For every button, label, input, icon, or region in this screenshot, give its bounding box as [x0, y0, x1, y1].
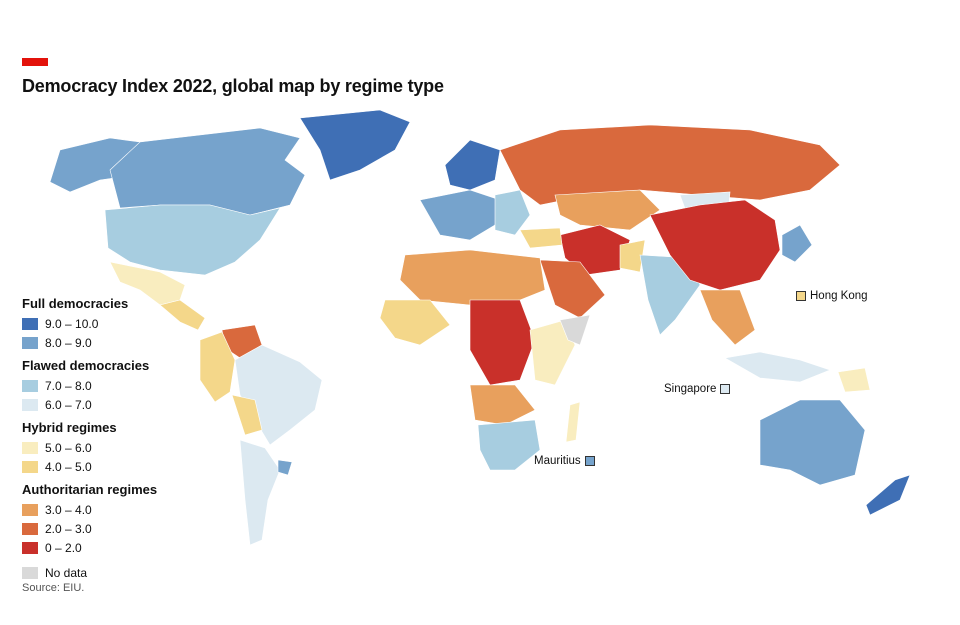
callout-hong-kong: Hong Kong — [792, 290, 868, 302]
region-greenland — [299, 109, 411, 181]
legend-swatch — [22, 541, 38, 554]
singapore-label: Singapore — [664, 383, 717, 395]
legend-swatch — [22, 398, 38, 411]
region-uruguay — [277, 459, 293, 476]
legend-group-authoritarian: Authoritarian regimes 3.0 – 4.0 2.0 – 3.… — [22, 482, 157, 557]
region-arabia — [539, 259, 606, 319]
legend-item: 0 – 2.0 — [22, 538, 157, 557]
legend-heading: Hybrid regimes — [22, 420, 117, 435]
legend-swatch — [22, 336, 38, 349]
region-east-africa — [529, 319, 576, 386]
brand-tag — [22, 58, 48, 66]
source-note: Source: EIU. — [22, 582, 85, 594]
region-southeast-asia — [699, 289, 756, 346]
region-papua — [837, 367, 871, 393]
mauritius-label: Mauritius — [534, 455, 581, 467]
region-colombia-peru — [199, 331, 236, 403]
legend: Full democracies 9.0 – 10.0 8.0 – 9.0 Fl… — [22, 296, 157, 582]
legend-item: 6.0 – 7.0 — [22, 395, 157, 414]
legend-label: 5.0 – 6.0 — [45, 440, 92, 455]
legend-label: 6.0 – 7.0 — [45, 397, 92, 412]
region-canada — [109, 127, 306, 216]
region-madagascar — [565, 401, 581, 443]
region-nordics — [444, 139, 501, 191]
legend-item: 4.0 – 5.0 — [22, 457, 157, 476]
legend-label: 7.0 – 8.0 — [45, 378, 92, 393]
legend-label: 3.0 – 4.0 — [45, 502, 92, 517]
legend-swatch — [22, 503, 38, 516]
legend-swatch — [22, 441, 38, 454]
callout-mauritius: Mauritius — [534, 455, 599, 467]
legend-swatch — [22, 317, 38, 330]
region-eastern-europe — [494, 189, 531, 236]
legend-item: 5.0 – 6.0 — [22, 438, 157, 457]
legend-item: 9.0 – 10.0 — [22, 314, 157, 333]
region-china — [649, 199, 781, 291]
region-pakistan — [619, 239, 646, 273]
region-horn — [559, 314, 591, 346]
legend-label: 9.0 – 10.0 — [45, 316, 99, 331]
region-central-america — [159, 299, 206, 331]
region-argentina-chile — [239, 439, 281, 546]
region-new-zealand — [865, 474, 911, 516]
map-title: Democracy Index 2022, global map by regi… — [22, 76, 444, 96]
callout-singapore: Singapore — [664, 383, 734, 395]
singapore-swatch — [720, 384, 731, 394]
region-japan-korea — [781, 224, 813, 263]
region-kazakhstan — [554, 189, 661, 231]
world-map — [49, 109, 911, 546]
legend-group-hybrid: Hybrid regimes 5.0 – 6.0 4.0 – 5.0 — [22, 420, 157, 476]
legend-label: 2.0 – 3.0 — [45, 521, 92, 536]
legend-swatch — [22, 460, 38, 473]
legend-label: 8.0 – 9.0 — [45, 335, 92, 350]
hong-kong-swatch — [796, 291, 806, 301]
legend-heading: Flawed democracies — [22, 358, 150, 373]
legend-item: 2.0 – 3.0 — [22, 519, 157, 538]
legend-swatch — [22, 566, 38, 579]
legend-heading: Full democracies — [22, 296, 129, 311]
region-north-africa — [399, 249, 546, 306]
legend-no-data: No data — [22, 563, 157, 582]
legend-heading: Authoritarian regimes — [22, 482, 158, 497]
region-angola-zambia — [469, 384, 536, 426]
region-bolivia — [231, 394, 263, 436]
region-indonesia — [724, 351, 831, 383]
region-usa — [104, 204, 281, 276]
legend-label: 4.0 – 5.0 — [45, 459, 92, 474]
region-russia — [499, 124, 841, 206]
legend-item: 7.0 – 8.0 — [22, 376, 157, 395]
legend-swatch — [22, 379, 38, 392]
legend-group-flawed: Flawed democracies 7.0 – 8.0 6.0 – 7.0 — [22, 358, 157, 414]
mauritius-swatch — [584, 456, 595, 466]
legend-swatch — [22, 522, 38, 535]
legend-item: 8.0 – 9.0 — [22, 333, 157, 352]
legend-label: No data — [45, 565, 88, 580]
region-australia — [759, 399, 866, 486]
region-west-africa — [379, 299, 451, 346]
region-western-europe — [419, 189, 501, 241]
legend-item: 3.0 – 4.0 — [22, 500, 157, 519]
region-turkey — [519, 227, 563, 249]
hong-kong-label: Hong Kong — [810, 290, 868, 302]
region-southern-africa — [477, 419, 541, 471]
legend-label: 0 – 2.0 — [45, 540, 82, 555]
legend-group-full: Full democracies 9.0 – 10.0 8.0 – 9.0 — [22, 296, 157, 352]
region-central-africa — [469, 299, 536, 386]
